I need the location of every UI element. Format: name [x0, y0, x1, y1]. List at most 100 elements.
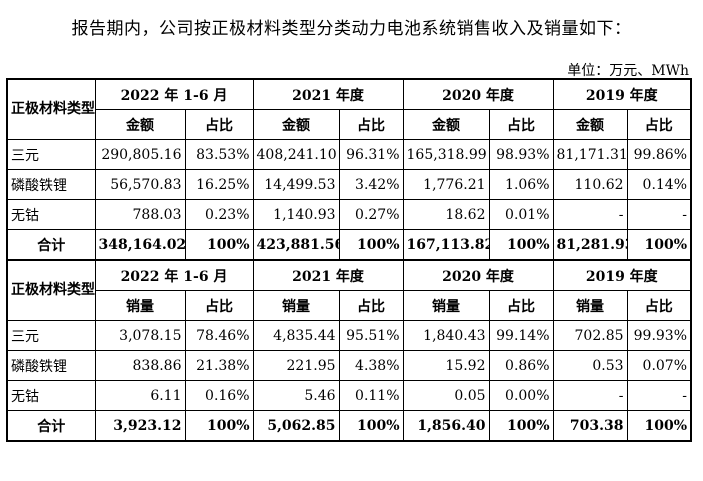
share-cell: 100%	[184, 410, 254, 442]
amount-header: 金额	[252, 109, 340, 140]
share-cell: 78.46%	[184, 320, 254, 351]
share-cell: 0.27%	[338, 199, 404, 230]
share-cell: 100%	[626, 410, 692, 442]
period-header: 2019 年度	[552, 78, 692, 110]
revenue-header-periods: 正极材料类型 2022 年 1-6 月 2021 年度 2020 年度 2019…	[6, 78, 692, 140]
share-cell: 100%	[488, 229, 554, 261]
share-cell: 99.93%	[626, 320, 692, 351]
row-category: 无钴	[6, 199, 96, 230]
total-row: 合计 348,164.02 100% 423,881.56 100% 167,113.82…	[6, 229, 692, 261]
share-header: 占比	[338, 109, 404, 140]
volume-cell: 3,078.15	[94, 320, 186, 351]
revenue-header-metrics: 金额 占比 金额 占比 金额 占比 金额 占比	[7, 109, 692, 140]
row-category: 三元	[6, 139, 96, 170]
volume-cell: -	[552, 380, 628, 411]
share-cell: 0.00%	[488, 380, 554, 411]
share-cell: 100%	[338, 229, 404, 261]
share-cell: 4.38%	[338, 350, 404, 381]
amount-cell: 408,241.10	[252, 139, 340, 170]
share-header: 占比	[338, 290, 404, 321]
volume-cell: 4,835.44	[252, 320, 340, 351]
period-header: 2021 年度	[252, 259, 404, 291]
share-cell: 0.86%	[488, 350, 554, 381]
amount-cell: 14,499.53	[252, 169, 340, 200]
table-row: 磷酸铁锂 838.86 21.38% 221.95 4.38% 15.92 0.86% 0.5…	[6, 350, 692, 381]
intro-text: 报告期内，公司按正极材料类型分类动力电池系统销售收入及销量如下：	[71, 19, 632, 39]
amount-cell: 1,776.21	[402, 169, 490, 200]
share-cell: 100%	[184, 229, 254, 261]
period-header: 2021 年度	[252, 78, 404, 110]
volume-cell: 838.86	[94, 350, 186, 381]
sales-table: 正极材料类型 2022 年 1-6 月 2021 年度 2020 年度 2019…	[6, 78, 693, 442]
share-cell: -	[626, 380, 692, 411]
share-cell: 0.11%	[338, 380, 404, 411]
share-cell: 0.07%	[626, 350, 692, 381]
amount-cell: 18.62	[402, 199, 490, 230]
table-row: 无钴 788.03 0.23% 1,140.93 0.27% 18.62 0.01% - -	[6, 199, 692, 230]
category-header: 正极材料类型	[6, 259, 96, 321]
table-row: 磷酸铁锂 56,570.83 16.25% 14,499.53 3.42% 1,776.2…	[6, 169, 692, 200]
share-cell: 100%	[338, 410, 404, 442]
volume-cell: 5,062.85	[252, 410, 340, 442]
row-category: 三元	[6, 320, 96, 351]
table-row: 三元 290,805.16 83.53% 408,241.10 96.31% 165,31…	[6, 139, 692, 170]
volume-cell: 221.95	[252, 350, 340, 381]
share-cell: -	[626, 199, 692, 230]
amount-cell: 290,805.16	[94, 139, 186, 170]
volume-cell: 15.92	[402, 350, 490, 381]
volume-cell: 3,923.12	[94, 410, 186, 442]
share-cell: 99.14%	[488, 320, 554, 351]
volume-header-metrics: 销量 占比 销量 占比 销量 占比 销量 占比	[7, 290, 692, 321]
share-cell: 95.51%	[338, 320, 404, 351]
amount-cell: 81,281.93	[552, 229, 628, 261]
row-category: 磷酸铁锂	[6, 350, 96, 381]
period-header: 2022 年 1-6 月	[94, 259, 254, 291]
amount-header: 金额	[552, 109, 628, 140]
share-header: 占比	[626, 109, 692, 140]
volume-header: 销量	[552, 290, 628, 321]
share-cell: 0.01%	[488, 199, 554, 230]
share-cell: 0.14%	[626, 169, 692, 200]
unit-label: 单位：万元、MWh	[567, 63, 689, 79]
table-row: 无钴 6.11 0.16% 5.46 0.11% 0.05 0.00% - -	[6, 380, 692, 411]
share-cell: 100%	[488, 410, 554, 442]
category-header: 正极材料类型	[6, 78, 96, 140]
share-cell: 16.25%	[184, 169, 254, 200]
volume-header-periods: 正极材料类型 2022 年 1-6 月 2021 年度 2020 年度 2019…	[6, 259, 692, 321]
total-row: 合计 3,923.12 100% 5,062.85 100% 1,856.40 100% 70…	[6, 410, 692, 442]
row-category: 合计	[6, 410, 96, 442]
amount-cell: 423,881.56	[252, 229, 340, 261]
amount-cell: -	[552, 199, 628, 230]
share-header: 占比	[184, 290, 254, 321]
share-cell: 98.93%	[488, 139, 554, 170]
volume-header: 销量	[402, 290, 490, 321]
amount-header: 金额	[94, 109, 186, 140]
volume-cell: 6.11	[94, 380, 186, 411]
amount-cell: 165,318.99	[402, 139, 490, 170]
share-cell: 0.23%	[184, 199, 254, 230]
period-header: 2020 年度	[402, 259, 554, 291]
share-cell: 96.31%	[338, 139, 404, 170]
volume-cell: 1,856.40	[402, 410, 490, 442]
period-header: 2019 年度	[552, 259, 692, 291]
volume-cell: 0.53	[552, 350, 628, 381]
amount-cell: 56,570.83	[94, 169, 186, 200]
amount-cell: 1,140.93	[252, 199, 340, 230]
period-header: 2020 年度	[402, 78, 554, 110]
amount-cell: 348,164.02	[94, 229, 186, 261]
volume-cell: 5.46	[252, 380, 340, 411]
amount-cell: 110.62	[552, 169, 628, 200]
share-cell: 83.53%	[184, 139, 254, 170]
share-cell: 99.86%	[626, 139, 692, 170]
row-category: 无钴	[6, 380, 96, 411]
volume-cell: 702.85	[552, 320, 628, 351]
table-row: 三元 3,078.15 78.46% 4,835.44 95.51% 1,840.43 99…	[6, 320, 692, 351]
row-category: 磷酸铁锂	[6, 169, 96, 200]
volume-header: 销量	[252, 290, 340, 321]
amount-cell: 167,113.82	[402, 229, 490, 261]
volume-cell: 703.38	[552, 410, 628, 442]
share-header: 占比	[488, 290, 554, 321]
share-header: 占比	[184, 109, 254, 140]
volume-header: 销量	[94, 290, 186, 321]
share-cell: 1.06%	[488, 169, 554, 200]
